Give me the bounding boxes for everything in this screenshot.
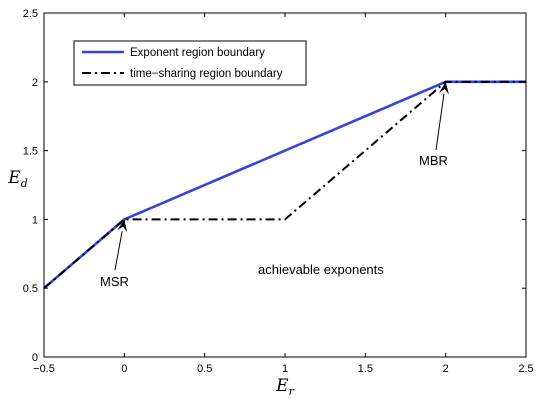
- arrow-msr: [114, 231, 123, 271]
- annotations: MSR MBR achievable exponents: [100, 81, 449, 289]
- x-tick-label: −0.5: [33, 363, 55, 375]
- y-tick-labels: 0 0.5 1 1.5 2 2.5: [23, 8, 38, 364]
- series-line-0: [43, 80, 526, 290]
- legend-label-1: time−sharing region boundary: [130, 68, 283, 80]
- y-tick-label: 0.5: [23, 283, 38, 295]
- y-tick-label: 0: [32, 352, 38, 364]
- annotation-msr: MSR: [100, 274, 129, 289]
- x-tick-label: 1.5: [358, 363, 373, 375]
- x-tick-label: 1: [282, 363, 288, 375]
- arrow-mbr-head: [439, 81, 449, 95]
- x-axis-label: Er: [275, 376, 294, 398]
- legend-box: [73, 40, 307, 86]
- x-tick-label: 0: [121, 363, 127, 375]
- y-tick-label: 2: [32, 77, 38, 89]
- series-layer: [43, 80, 526, 290]
- arrow-mbr: [435, 93, 445, 151]
- legend: Exponent region boundary time−sharing re…: [73, 40, 307, 86]
- annotation-mbr: MBR: [419, 153, 448, 168]
- x-tick-label: 2.5: [518, 363, 533, 375]
- annotation-achievable-exponents: achievable exponents: [258, 262, 384, 277]
- arrow-msr-head: [117, 219, 128, 233]
- x-tick-label: 0.5: [197, 363, 212, 375]
- y-tick-label: 1: [32, 214, 38, 226]
- x-axis-label-subscript: r: [289, 385, 295, 398]
- x-axis-label-base: E: [275, 376, 289, 396]
- legend-label-0: Exponent region boundary: [130, 47, 265, 59]
- y-axis-label-base: E: [7, 168, 21, 188]
- y-tick-label: 2.5: [23, 8, 38, 20]
- y-tick-label: 1.5: [23, 146, 38, 158]
- y-axis-label: Ed: [7, 168, 27, 190]
- x-tick-label: 2: [443, 363, 449, 375]
- y-axis-label-subscript: d: [21, 177, 28, 190]
- series-line-1: [43, 80, 526, 289]
- x-tick-labels: −0.5 0 0.5 1 1.5 2 2.5: [33, 363, 534, 375]
